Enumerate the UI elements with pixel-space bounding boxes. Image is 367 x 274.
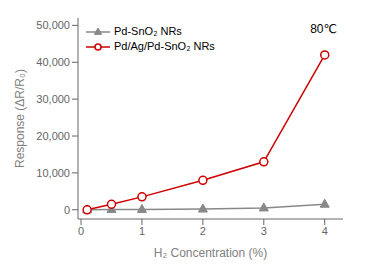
svg-text:Response (ΔR/R₀): Response (ΔR/R₀) xyxy=(13,69,27,168)
svg-text:20,000: 20,000 xyxy=(36,130,70,142)
svg-text:3: 3 xyxy=(261,225,267,237)
html-text:Pd/Ag/Pd-SnO₂ NRs: Pd/Ag/Pd-SnO₂ NRs xyxy=(114,40,215,52)
svg-text:1: 1 xyxy=(139,225,145,237)
svg-text:H₂ Concentration (%): H₂ Concentration (%) xyxy=(154,246,267,260)
svg-text:10,000: 10,000 xyxy=(36,167,70,179)
svg-text:40,000: 40,000 xyxy=(36,56,70,68)
html-text:80℃: 80℃ xyxy=(310,22,337,36)
svg-text:4: 4 xyxy=(322,225,328,237)
html-text:Pd-SnO₂ NRs: Pd-SnO₂ NRs xyxy=(114,25,182,37)
svg-text:0: 0 xyxy=(78,225,84,237)
svg-text:50,000: 50,000 xyxy=(36,19,70,31)
svg-text:0: 0 xyxy=(64,204,70,216)
svg-text:30,000: 30,000 xyxy=(36,93,70,105)
svg-text:2: 2 xyxy=(200,225,206,237)
